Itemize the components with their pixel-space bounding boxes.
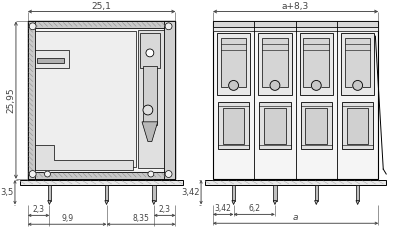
Circle shape — [29, 171, 36, 177]
Bar — [140, 33, 160, 68]
Bar — [35, 31, 136, 167]
Circle shape — [146, 49, 154, 57]
Text: 25,1: 25,1 — [92, 1, 112, 10]
Bar — [48, 185, 51, 201]
Bar — [314, 185, 318, 201]
Bar — [105, 185, 108, 201]
Text: a+8,3: a+8,3 — [282, 1, 309, 10]
Bar — [217, 33, 250, 95]
Polygon shape — [105, 201, 108, 204]
Bar — [35, 50, 69, 68]
Polygon shape — [35, 145, 133, 170]
Circle shape — [148, 171, 154, 177]
Circle shape — [311, 81, 321, 90]
Text: a: a — [293, 213, 298, 222]
Bar — [35, 28, 162, 170]
Bar — [221, 38, 246, 87]
Polygon shape — [314, 201, 318, 204]
Bar — [28, 172, 176, 179]
Polygon shape — [273, 201, 277, 204]
Bar — [262, 38, 288, 87]
Bar — [213, 21, 378, 27]
Circle shape — [270, 81, 280, 90]
Bar — [258, 33, 292, 95]
Bar — [28, 21, 176, 28]
Circle shape — [165, 171, 172, 177]
Bar — [300, 33, 333, 95]
Bar — [342, 102, 374, 149]
Text: 3,42: 3,42 — [182, 188, 200, 197]
Bar — [273, 185, 277, 201]
Bar — [306, 108, 327, 143]
Circle shape — [143, 105, 153, 115]
Bar — [152, 185, 156, 201]
Bar — [356, 185, 359, 201]
Polygon shape — [232, 201, 235, 204]
Bar — [232, 185, 235, 201]
Text: 2,3: 2,3 — [32, 205, 44, 214]
Circle shape — [29, 23, 36, 30]
Bar — [347, 108, 368, 143]
Bar — [345, 38, 370, 87]
Bar — [28, 21, 176, 179]
Bar — [20, 180, 183, 185]
Bar — [213, 27, 378, 31]
Text: 25,95: 25,95 — [6, 87, 15, 113]
Bar — [341, 33, 374, 95]
Circle shape — [165, 23, 172, 30]
Text: 8,35: 8,35 — [132, 214, 150, 223]
Polygon shape — [152, 201, 156, 204]
Circle shape — [353, 81, 362, 90]
Circle shape — [229, 81, 238, 90]
Bar — [28, 21, 35, 179]
Bar — [304, 38, 329, 87]
Bar — [37, 58, 64, 63]
Text: 2,3: 2,3 — [159, 205, 171, 214]
Polygon shape — [48, 201, 51, 204]
Bar — [218, 102, 249, 149]
Polygon shape — [356, 201, 359, 204]
Text: 6,2: 6,2 — [248, 204, 260, 214]
Polygon shape — [142, 122, 158, 142]
Text: 9,9: 9,9 — [61, 214, 73, 223]
Text: 3,5: 3,5 — [1, 188, 14, 197]
Bar — [300, 102, 332, 149]
Bar — [213, 21, 378, 179]
Bar — [259, 102, 291, 149]
Text: 3,42: 3,42 — [215, 204, 232, 214]
Bar — [264, 108, 286, 143]
Bar — [143, 66, 157, 125]
Bar — [138, 30, 164, 168]
Bar — [223, 108, 244, 143]
Circle shape — [44, 171, 50, 177]
Bar — [205, 180, 386, 185]
Bar — [164, 21, 176, 179]
